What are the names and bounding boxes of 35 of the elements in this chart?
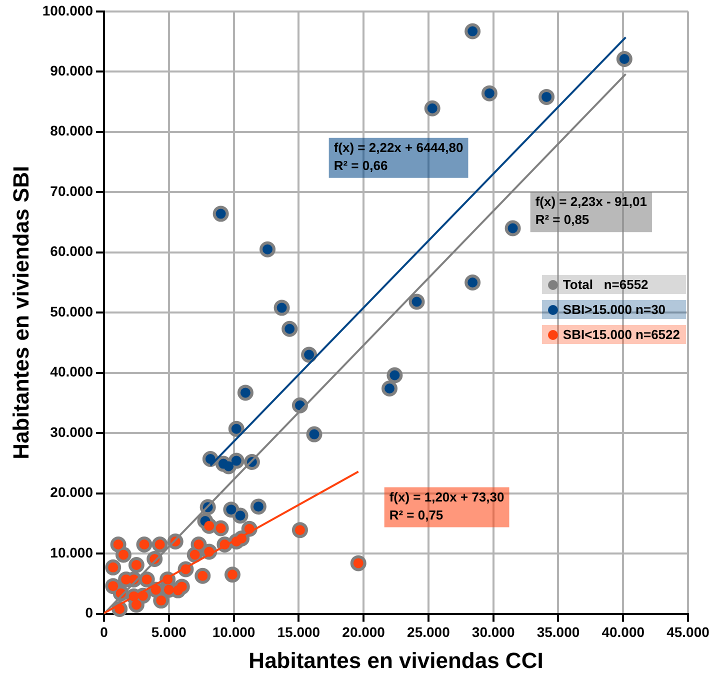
x-tick-label: 20.000: [342, 624, 386, 640]
y-tick-label: 60.000: [50, 243, 94, 260]
legend-label: SBI<15.000 n=6522: [562, 327, 680, 342]
y-tick-label: 40.000: [50, 364, 94, 380]
legend-entry: SBI<15.000 n=6522: [542, 325, 686, 344]
x-tick-label: 15.000: [277, 624, 320, 640]
point: [164, 584, 174, 595]
y-tick-label: 30.000: [50, 424, 94, 440]
x-tick-label: 35.000: [536, 624, 580, 640]
x-tick-label: 5.000: [151, 624, 187, 640]
annotation: f(x) = 2,22x + 6444,80 R² = 0,66: [334, 140, 464, 173]
x-tick-label: 10.000: [212, 624, 256, 640]
point: [131, 600, 142, 610]
point: [224, 461, 234, 472]
y-tick-label: 50.000: [50, 303, 94, 320]
legend-label: SBI>15.000 n=30: [562, 302, 666, 318]
annotation: f(x) = 1,20x + 73,30 R² = 0,75: [389, 489, 504, 522]
x-tick-label: 40.000: [602, 624, 645, 640]
y-tick-label: 100.000: [42, 2, 94, 18]
x-axis-title: Habitantes en viviendas CCI: [248, 648, 544, 673]
y-axis-title: Habitantes en viviendas SBI: [8, 166, 34, 460]
y-tick-label: 80.000: [50, 122, 94, 139]
legend-entry: Total n=6552: [542, 275, 686, 294]
annotation: f(x) = 2,23x - 91,01 R² = 0,85: [535, 194, 647, 228]
y-tick-label: 0: [85, 604, 94, 621]
x-tick-label: 45.000: [666, 624, 710, 640]
legend-entry: SBI>15.000 n=30: [542, 300, 686, 320]
x-tick-label: 30.000: [472, 624, 515, 640]
y-tick-label: 10.000: [50, 544, 94, 560]
legend-label: Total n=6552: [562, 277, 648, 292]
x-tick-label: 0: [100, 624, 108, 640]
y-tick-label: 90.000: [50, 62, 94, 78]
y-tick-label: 20.000: [50, 484, 94, 500]
y-tick-label: 70.000: [50, 182, 94, 199]
x-tick-label: 25.000: [407, 624, 450, 640]
